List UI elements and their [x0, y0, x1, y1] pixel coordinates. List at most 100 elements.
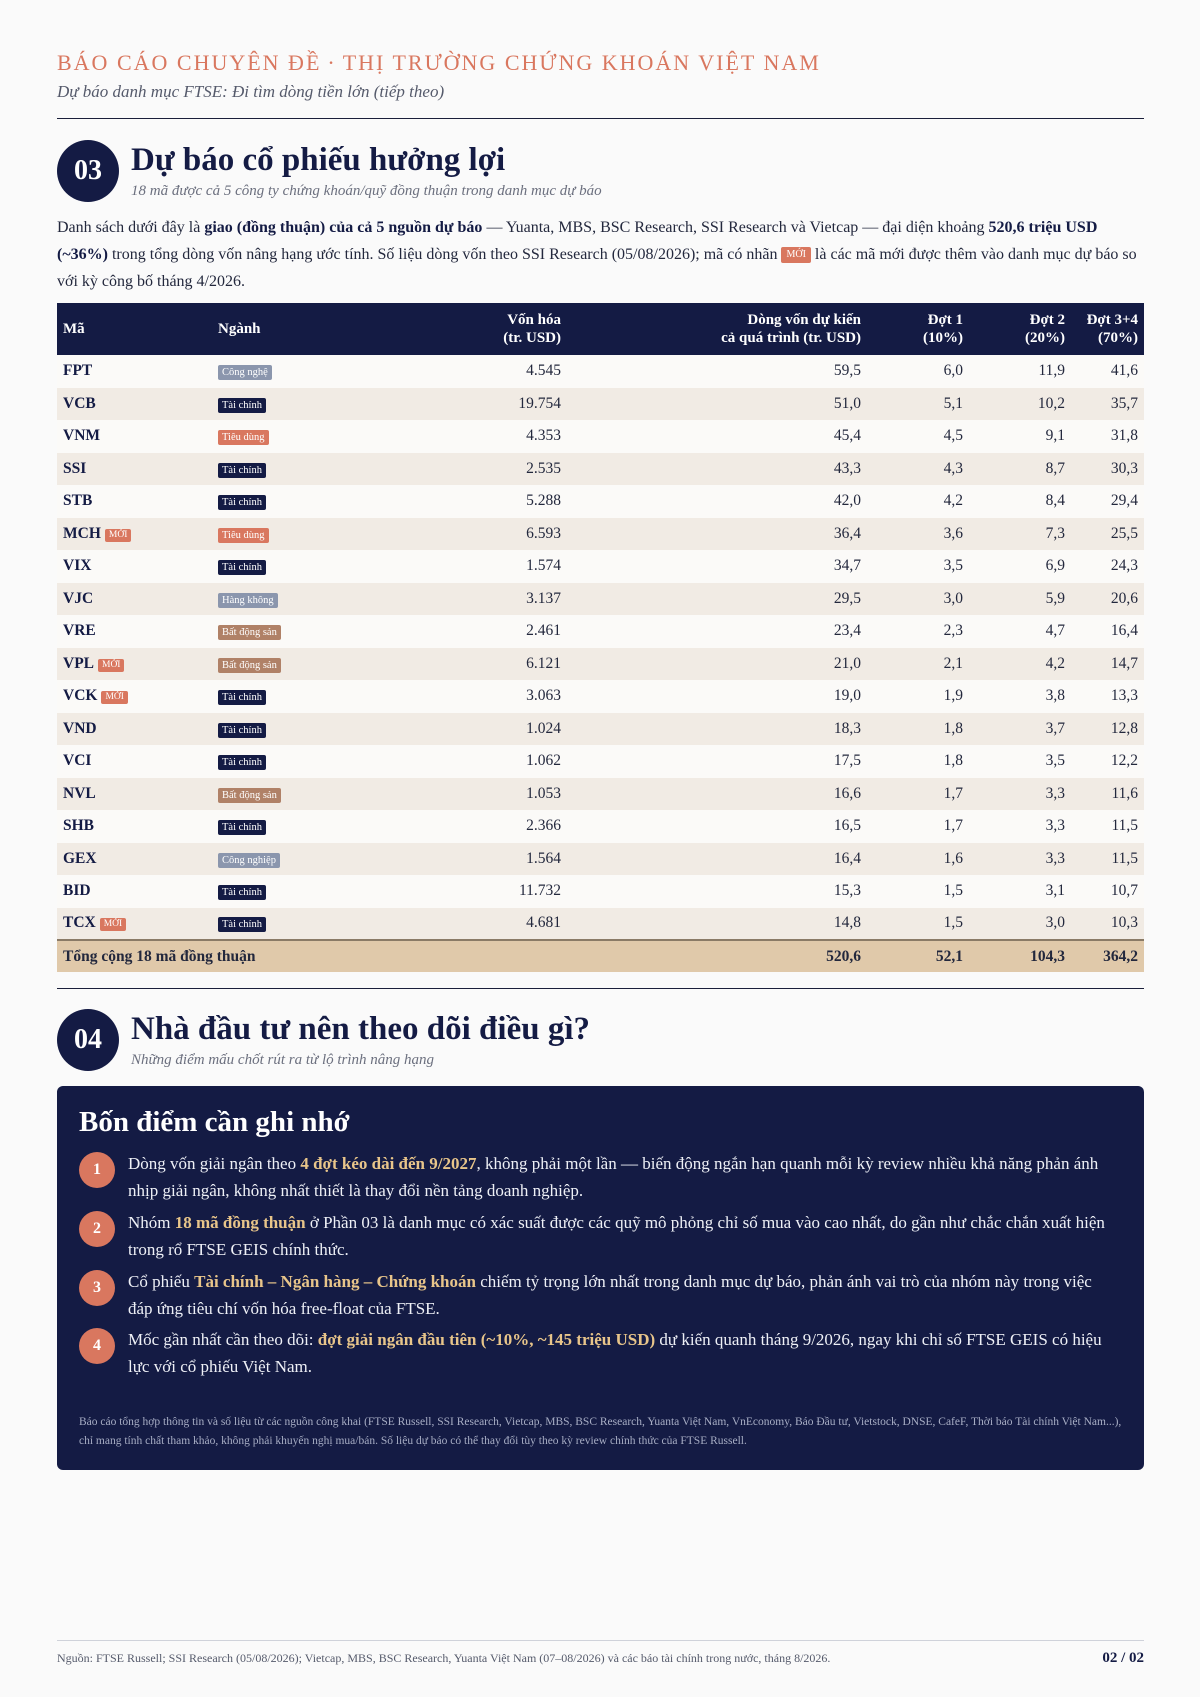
sector-badge: Công nghiệp — [218, 852, 280, 868]
flow-cell: 14,8 — [833, 914, 861, 932]
market-cap-cell: 4.545 — [526, 362, 561, 380]
stock-code: VNM — [63, 427, 101, 445]
flow-cell: 34,7 — [833, 557, 861, 575]
stock-code: FPT — [63, 362, 93, 380]
stock-code-cell: GEX — [57, 843, 212, 876]
total-tranche-1: 52,1 — [935, 947, 963, 965]
flow-cell: 42,0 — [833, 492, 861, 510]
table-row: VJC Hàng không 3.137 29,5 3,0 5,9 20,6 — [57, 582, 1144, 615]
stock-code-cell: TCX MỚI — [57, 908, 212, 941]
stock-code-cell: VRE — [57, 615, 212, 648]
market-cap-cell: 2.535 — [526, 459, 561, 477]
stock-code: NVL — [63, 784, 96, 802]
report-title-separator: · — [327, 50, 337, 75]
tranche-2-cell: 3,5 — [1045, 752, 1065, 770]
header-divider — [57, 118, 1144, 119]
tranche-3-4-cell: 11,5 — [1111, 817, 1138, 835]
stock-code-cell: VIX — [57, 550, 212, 583]
market-cap-cell: 1.564 — [526, 849, 561, 867]
total-tranche-3-4: 364,2 — [1103, 947, 1138, 965]
stock-code-cell: MCH MỚI — [57, 518, 212, 551]
market-cap-cell: 4.681 — [526, 914, 561, 932]
market-cap-cell: 3.137 — [526, 589, 561, 607]
table-row: GEX Công nghiệp 1.564 16,4 1,6 3,3 11,5 — [57, 842, 1144, 876]
sector-badge: Tài chính — [218, 885, 266, 901]
tranche-1-cell: 4,5 — [943, 427, 963, 445]
tranche-3-4-cell: 24,3 — [1110, 557, 1138, 575]
key-point: 1 Dòng vốn giải ngân theo 4 đợt kéo dài đ… — [79, 1150, 1119, 1204]
key-point-number: 2 — [79, 1211, 115, 1247]
table-row: VIX Tài chính 1.574 34,7 3,5 6,9 24,3 — [57, 550, 1144, 583]
sector-cell: Tài chính — [212, 810, 347, 843]
sector-cell: Công nghệ — [212, 355, 347, 388]
stock-code-cell: VCK MỚI — [57, 680, 212, 713]
table-row: MCH MỚI Tiêu dùng 6.593 36,4 3,6 7,3 25,5 — [57, 517, 1144, 551]
new-badge: MỚI — [101, 691, 128, 705]
stock-code: VND — [63, 719, 97, 737]
key-points-panel: Bốn điểm cần ghi nhớ 1 Dòng vốn giải ngân… — [57, 1086, 1144, 1470]
total-tranche-2: 104,3 — [1030, 947, 1065, 965]
sector-cell: Tài chính — [212, 745, 347, 778]
section-4-number: 04 — [57, 1009, 119, 1071]
source-note: Nguồn: FTSE Russell; SSI Research (05/08… — [57, 1651, 831, 1665]
tranche-1-cell: 1,6 — [943, 849, 963, 867]
flow-cell: 16,5 — [833, 817, 861, 835]
table-row: SSI Tài chính 2.535 43,3 4,3 8,7 30,3 — [57, 452, 1144, 486]
table-row: BID Tài chính 11.732 15,3 1,5 3,1 10,7 — [57, 875, 1144, 908]
stock-code: TCX — [63, 914, 96, 932]
col-header-tranche-2: Đợt 2 (20%) — [969, 303, 1071, 355]
table-header-row: Mã Ngành Vốn hóa (tr. USD) Dòng vốn dự ki… — [57, 303, 1144, 355]
col-header-tranche-2-line2: (20%) — [1025, 330, 1065, 346]
tranche-1-cell: 2,1 — [943, 654, 963, 672]
tranche-3-4-cell: 35,7 — [1110, 394, 1138, 412]
key-point-text-start: Dòng vốn giải ngân theo — [128, 1154, 301, 1173]
key-point-text: Mốc gần nhất cần theo dõi: đợt giải ngân… — [128, 1326, 1119, 1380]
tranche-1-cell: 1,5 — [943, 882, 963, 900]
key-point-text-start: Mốc gần nhất cần theo dõi: — [128, 1330, 318, 1349]
col-header-tranche-2-line1: Đợt 2 — [1029, 312, 1065, 328]
tranche-2-cell: 9,1 — [1045, 427, 1065, 445]
stock-code-cell: VND — [57, 713, 212, 746]
stock-code-cell: VPL MỚI — [57, 648, 212, 681]
tranche-3-4-cell: 11,6 — [1111, 784, 1138, 802]
stocks-table-body: FPT Công nghệ 4.545 59,5 6,0 11,9 41,6 VCB Tài c… — [57, 355, 1144, 940]
sector-badge: Hàng không — [218, 592, 278, 608]
tranche-3-4-cell: 30,3 — [1110, 459, 1138, 477]
tranche-1-cell: 1,9 — [943, 687, 963, 705]
table-row: FPT Công nghệ 4.545 59,5 6,0 11,9 41,6 — [57, 355, 1144, 388]
market-cap-cell: 2.461 — [526, 622, 561, 640]
flow-cell: 29,5 — [833, 589, 861, 607]
stock-code-cell: STB — [57, 485, 212, 518]
key-point-text-end: ở Phần 03 là danh mục có xác suất được c… — [128, 1213, 1105, 1259]
section-4-subtitle: Những điểm mấu chốt rút ra từ lộ trình n… — [131, 1052, 435, 1068]
stock-code-cell: NVL — [57, 778, 212, 811]
report-title: BÁO CÁO CHUYÊN ĐỀ · THỊ TRƯỜNG CHỨNG KHOÁN… — [57, 50, 821, 76]
market-cap-cell: 6.121 — [526, 654, 561, 672]
col-header-tranche-1-line2: (10%) — [923, 330, 963, 346]
sector-cell: Bất động sản — [212, 648, 347, 681]
tranche-3-4-cell: 12,8 — [1110, 719, 1138, 737]
tranche-2-cell: 3,3 — [1045, 849, 1065, 867]
section-3-title: Dự báo cổ phiếu hưởng lợi — [131, 142, 506, 178]
key-point: 4 Mốc gần nhất cần theo dõi: đợt giải ngâ… — [79, 1326, 1119, 1380]
tranche-3-4-cell: 11,5 — [1111, 849, 1138, 867]
flow-cell: 15,3 — [833, 882, 861, 900]
stock-code-cell: SSI — [57, 453, 212, 486]
sector-badge: Tài chính — [218, 917, 266, 933]
sector-cell: Bất động sản — [212, 615, 347, 648]
tranche-1-cell: 3,5 — [943, 557, 963, 575]
intro-bold-2: 520,6 triệu USD (~36%) — [57, 219, 1098, 263]
tranche-3-4-cell: 10,7 — [1110, 882, 1138, 900]
col-header-market-cap-line2: (tr. USD) — [503, 330, 561, 346]
tranche-1-cell: 4,2 — [943, 492, 963, 510]
key-point-highlight: đợt giải ngân đầu tiên (~10%, ~145 triệu… — [317, 1330, 656, 1349]
new-tag-legend: MỚI — [781, 247, 811, 263]
sector-cell: Tài chính — [212, 908, 347, 941]
col-header-code: Mã — [63, 321, 85, 337]
tranche-2-cell: 5,9 — [1045, 589, 1065, 607]
sector-cell: Tiêu dùng — [212, 420, 347, 453]
key-point-text-end: dự kiến quanh tháng 9/2026, ngay khi chỉ… — [128, 1330, 1102, 1376]
tranche-2-cell: 6,9 — [1045, 557, 1065, 575]
col-header-tranche-1: Đợt 1 (10%) — [867, 303, 969, 355]
key-point-number: 1 — [79, 1152, 115, 1188]
